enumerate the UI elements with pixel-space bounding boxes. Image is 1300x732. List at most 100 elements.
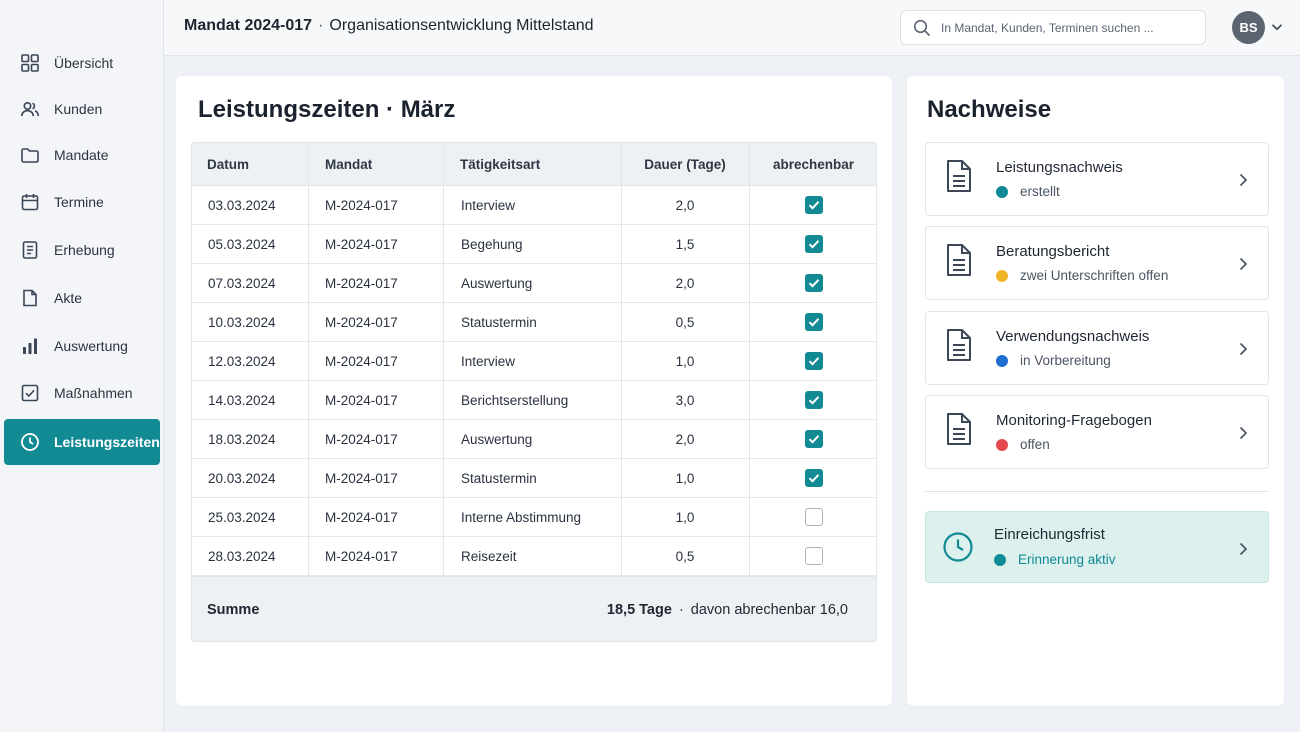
cell-date: 25.03.2024 xyxy=(208,510,276,525)
sidebar-item-label: Maßnahmen xyxy=(54,385,133,401)
sidebar-item-label: Mandate xyxy=(54,147,109,163)
column-header-activity[interactable]: Tätigkeitsart xyxy=(460,157,541,172)
billable-checkbox[interactable] xyxy=(805,352,823,370)
table-row[interactable]: 03.03.2024 M-2024-017 Interview 2,0 xyxy=(191,186,877,225)
top-bar: Mandat 2024-017 · Organisationsentwicklung… xyxy=(164,0,1300,56)
cell-mandate: M-2024-017 xyxy=(325,510,398,525)
chevron-right-icon xyxy=(1236,172,1250,188)
table-row[interactable]: 18.03.2024 M-2024-017 Auswertung 2,0 xyxy=(191,420,877,459)
cell-duration: 2,0 xyxy=(675,432,695,447)
deadline-card[interactable]: Einreichungsfrist Erinnerung aktiv xyxy=(925,511,1269,583)
column-header-billable[interactable]: abrechenbar xyxy=(772,157,855,172)
sidebar-item-kunden[interactable]: Kunden xyxy=(4,86,160,132)
cell-duration: 1,0 xyxy=(675,471,695,486)
cell-activity: Interne Abstimmung xyxy=(461,510,582,525)
evidence-card-title: Beratungsbericht xyxy=(996,243,1110,260)
cell-mandate: M-2024-017 xyxy=(325,432,398,447)
billable-checkbox[interactable] xyxy=(805,274,823,292)
column-header-date[interactable]: Datum xyxy=(207,157,250,172)
sidebar-item-mandate[interactable]: Mandate xyxy=(4,132,160,178)
document-icon xyxy=(945,243,973,277)
breadcrumb-separator: · xyxy=(318,17,324,34)
table-row[interactable]: 14.03.2024 M-2024-017 Berichtserstellung 3,… xyxy=(191,381,877,420)
calendar-icon xyxy=(20,192,40,212)
table-row[interactable]: 28.03.2024 M-2024-017 Reisezeit 0,5 xyxy=(191,537,877,576)
billable-checkbox[interactable] xyxy=(805,196,823,214)
column-header-duration[interactable]: Dauer (Tage) xyxy=(644,157,726,172)
clock-icon xyxy=(20,432,40,452)
table-row[interactable]: 05.03.2024 M-2024-017 Begehung 1,5 xyxy=(191,225,877,264)
folder-icon xyxy=(20,145,40,165)
evidence-card[interactable]: Verwendungsnachweis in Vorbereitung xyxy=(925,311,1269,385)
sidebar-item-massnahmen[interactable]: Maßnahmen xyxy=(4,370,160,416)
sidebar-item-termine[interactable]: Termine xyxy=(4,179,160,225)
deadline-status: Erinnerung aktiv xyxy=(1018,552,1116,567)
sidebar-item-erhebung[interactable]: Erhebung xyxy=(4,227,160,273)
search-box[interactable] xyxy=(900,10,1206,45)
avatar[interactable]: BS xyxy=(1232,11,1265,44)
cell-duration: 0,5 xyxy=(675,549,695,564)
chevron-right-icon xyxy=(1236,425,1250,441)
status-dot xyxy=(996,186,1008,198)
cell-duration: 3,0 xyxy=(675,393,695,408)
table-row[interactable]: 07.03.2024 M-2024-017 Auswertung 2,0 xyxy=(191,264,877,303)
cell-date: 10.03.2024 xyxy=(208,315,276,330)
cell-duration: 1,0 xyxy=(675,354,695,369)
cell-date: 07.03.2024 xyxy=(208,276,276,291)
sidebar-item-label: Auswertung xyxy=(54,338,128,354)
chevron-down-icon[interactable] xyxy=(1270,20,1284,34)
chevron-right-icon xyxy=(1236,541,1250,557)
billable-checkbox[interactable] xyxy=(805,508,823,526)
cell-activity: Berichtserstellung xyxy=(461,393,569,408)
status-dot xyxy=(996,439,1008,451)
evidence-card-title: Monitoring-Fragebogen xyxy=(996,412,1152,429)
table-row[interactable]: 20.03.2024 M-2024-017 Statustermin 1,0 xyxy=(191,459,877,498)
sidebar-item-label: Leistungszeiten xyxy=(54,434,160,450)
evidence-card-status: zwei Unterschriften offen xyxy=(1020,268,1169,283)
checkbox-icon xyxy=(20,383,40,403)
time-entries-table: Datum Mandat Tätigkeitsart Dauer (Tage) … xyxy=(191,142,877,642)
project-name: Organisationsentwicklung Mittelstand xyxy=(329,17,594,34)
cell-date: 28.03.2024 xyxy=(208,549,276,564)
evidence-card[interactable]: Leistungsnachweis erstellt xyxy=(925,142,1269,216)
billable-checkbox[interactable] xyxy=(805,547,823,565)
billable-checkbox[interactable] xyxy=(805,313,823,331)
table-row[interactable]: 12.03.2024 M-2024-017 Interview 1,0 xyxy=(191,342,877,381)
sidebar-item-akte[interactable]: Akte xyxy=(4,275,160,321)
sidebar-item-uebersicht[interactable]: Übersicht xyxy=(4,40,160,86)
cell-mandate: M-2024-017 xyxy=(325,549,398,564)
sum-separator: · xyxy=(678,602,684,618)
divider xyxy=(925,491,1269,492)
page-title: Leistungszeiten · März xyxy=(198,96,456,123)
evidence-card[interactable]: Monitoring-Fragebogen offen xyxy=(925,395,1269,469)
cell-date: 14.03.2024 xyxy=(208,393,276,408)
chevron-right-icon xyxy=(1236,256,1250,272)
cell-date: 03.03.2024 xyxy=(208,198,276,213)
cell-mandate: M-2024-017 xyxy=(325,198,398,213)
billable-checkbox[interactable] xyxy=(805,469,823,487)
clock-icon xyxy=(942,531,974,563)
evidence-card-title: Leistungsnachweis xyxy=(996,159,1123,176)
column-header-mandate[interactable]: Mandat xyxy=(325,157,373,172)
cell-activity: Auswertung xyxy=(461,276,533,291)
billable-checkbox[interactable] xyxy=(805,235,823,253)
sidebar-item-auswertung[interactable]: Auswertung xyxy=(4,323,160,369)
cell-activity: Begehung xyxy=(461,237,523,252)
cell-mandate: M-2024-017 xyxy=(325,315,398,330)
cell-activity: Auswertung xyxy=(461,432,533,447)
users-icon xyxy=(20,99,40,119)
cell-activity: Interview xyxy=(461,354,516,369)
billable-checkbox[interactable] xyxy=(805,391,823,409)
evidence-card[interactable]: Beratungsbericht zwei Unterschriften offe… xyxy=(925,226,1269,300)
deadline-title: Einreichungsfrist xyxy=(994,526,1105,543)
cell-activity: Statustermin xyxy=(461,315,537,330)
grid-icon xyxy=(20,53,40,73)
document-icon xyxy=(945,412,973,446)
search-input[interactable] xyxy=(941,20,1191,35)
sidebar-item-leistungszeiten[interactable]: Leistungszeiten xyxy=(4,419,160,465)
table-row[interactable]: 10.03.2024 M-2024-017 Statustermin 0,5 xyxy=(191,303,877,342)
table-row[interactable]: 25.03.2024 M-2024-017 Interne Abstimmung 1,… xyxy=(191,498,877,537)
evidence-title: Nachweise xyxy=(927,96,1052,123)
billable-checkbox[interactable] xyxy=(805,430,823,448)
sidebar-item-label: Kunden xyxy=(54,101,103,117)
